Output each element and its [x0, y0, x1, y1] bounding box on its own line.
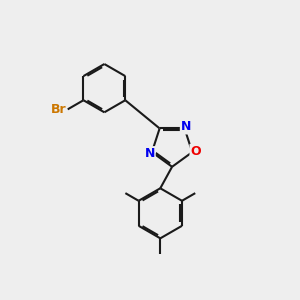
Text: O: O: [190, 145, 201, 158]
Text: N: N: [144, 147, 155, 160]
Text: Br: Br: [50, 103, 66, 116]
Text: N: N: [181, 121, 191, 134]
